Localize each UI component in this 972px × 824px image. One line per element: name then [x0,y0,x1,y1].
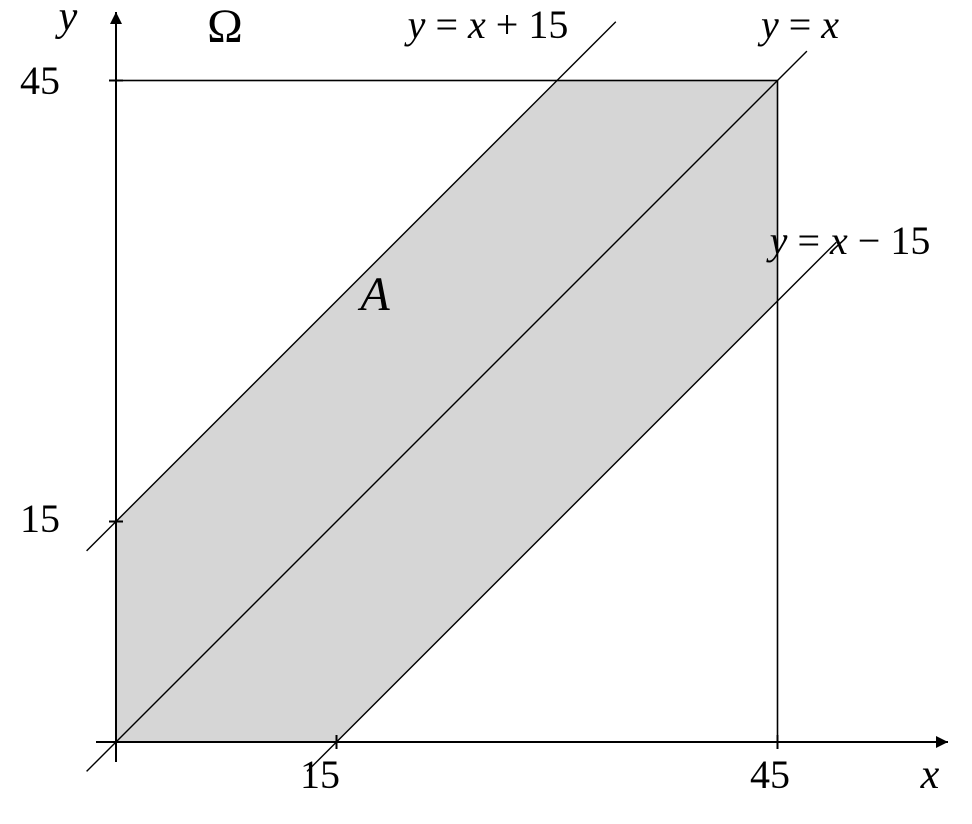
ytick-label-15: 15 [20,496,60,541]
region-a-label: A [357,268,390,321]
y-axis-arrow [110,12,122,24]
ytick-label-45: 45 [20,58,60,103]
y-axis-label: y [55,0,78,40]
line-y_eq_x [87,51,807,771]
line-label-1: y = x + 15 [404,2,569,47]
line-label-3: y = x − 15 [766,218,931,263]
x-axis-arrow [936,736,948,748]
line-label-2: y = x [757,2,839,47]
xtick-label-15: 15 [300,752,340,797]
x-axis-label: x [920,752,940,798]
omega-label: Ω [207,0,243,53]
xtick-label-45: 45 [750,752,790,797]
